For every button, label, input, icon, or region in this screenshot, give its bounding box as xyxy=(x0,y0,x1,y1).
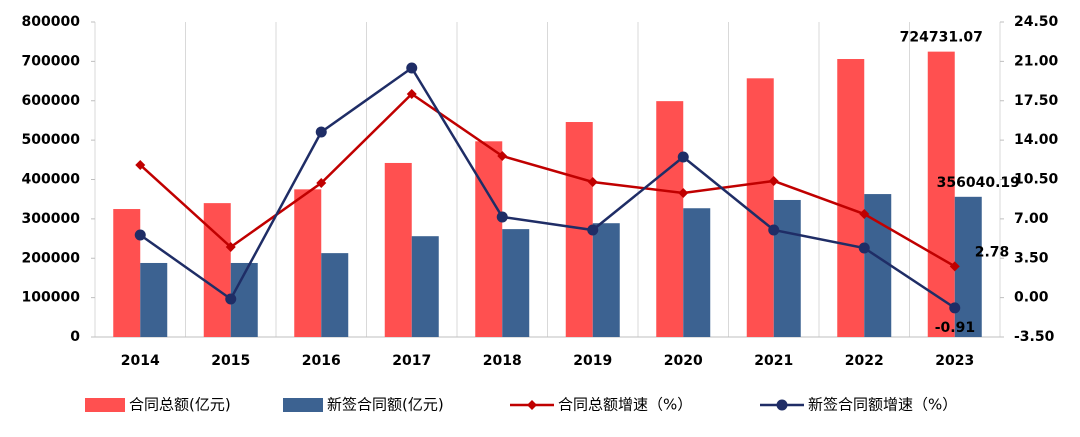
marker xyxy=(225,242,236,252)
marker xyxy=(949,261,960,272)
x-tick-label: 2017 xyxy=(392,353,431,369)
x-tick-label: 2020 xyxy=(664,353,703,369)
y2-tick-label: 7.00 xyxy=(1014,211,1049,227)
marker xyxy=(406,89,417,99)
legend-swatch xyxy=(85,398,125,412)
y-tick-label: 400000 xyxy=(22,172,81,188)
x-tick-label: 2021 xyxy=(754,353,793,369)
marker xyxy=(587,224,599,236)
x-tick-label: 2016 xyxy=(302,353,341,369)
y-tick-label: 600000 xyxy=(22,93,81,109)
bar xyxy=(502,229,530,337)
y2-tick-label: 24.50 xyxy=(1014,14,1059,30)
bar xyxy=(773,199,801,337)
marker xyxy=(406,62,418,74)
bar xyxy=(113,209,141,337)
bar xyxy=(384,162,412,337)
marker xyxy=(134,229,146,241)
marker xyxy=(949,302,961,314)
marker xyxy=(859,209,870,220)
bar xyxy=(954,196,982,337)
line xyxy=(139,66,956,309)
y2-tick-label: -3.50 xyxy=(1014,329,1055,345)
marker xyxy=(858,242,870,254)
legend-label: 新签合同额增速（%） xyxy=(808,396,957,414)
bar xyxy=(746,78,774,338)
legend-marker xyxy=(776,399,788,411)
y2-tick-label: 21.00 xyxy=(1014,53,1059,69)
legend-marker xyxy=(527,400,537,410)
y2-tick-label: 3.50 xyxy=(1014,250,1049,266)
legend-swatch xyxy=(283,398,323,412)
y-tick-label: 200000 xyxy=(22,250,81,266)
y2-tick-label: 17.50 xyxy=(1014,93,1059,109)
x-tick-label: 2014 xyxy=(121,353,160,369)
marker xyxy=(768,224,780,236)
y-tick-label: 0 xyxy=(70,329,80,345)
x-tick-label: 2019 xyxy=(573,353,612,369)
marker xyxy=(316,177,327,188)
y2-tick-label: 10.50 xyxy=(1014,172,1059,188)
x-tick-label: 2015 xyxy=(211,353,250,369)
y-tick-label: 100000 xyxy=(22,290,81,306)
y-tick-label: 300000 xyxy=(22,211,81,227)
data-label: 724731.07 xyxy=(900,30,983,46)
y-tick-label: 700000 xyxy=(22,53,81,69)
bar xyxy=(592,223,620,337)
bar xyxy=(140,262,168,337)
bar xyxy=(927,51,955,337)
bar xyxy=(294,189,322,337)
y-tick-label: 500000 xyxy=(22,132,81,148)
marker xyxy=(315,126,327,138)
bar xyxy=(837,59,865,337)
legend-label: 合同总额增速（%） xyxy=(558,396,692,414)
marker xyxy=(677,151,689,163)
bar xyxy=(475,141,503,337)
x-tick-label: 2018 xyxy=(483,353,522,369)
data-label: -0.91 xyxy=(935,320,975,336)
y-tick-label: 800000 xyxy=(22,14,81,30)
bar xyxy=(203,203,231,337)
marker xyxy=(678,188,689,198)
x-tick-label: 2023 xyxy=(935,353,974,369)
data-label: 2.78 xyxy=(975,244,1010,260)
marker xyxy=(497,150,508,161)
data-label: 356040.19 xyxy=(937,175,1020,191)
bar xyxy=(411,236,439,337)
marker xyxy=(496,211,508,223)
x-tick-label: 2022 xyxy=(845,353,884,369)
bar xyxy=(321,253,349,337)
marker xyxy=(768,175,779,186)
bar xyxy=(683,208,711,337)
marker xyxy=(225,293,237,305)
marker xyxy=(587,176,598,187)
bar xyxy=(656,101,684,337)
y2-tick-label: 14.00 xyxy=(1014,132,1059,148)
legend-label: 新签合同额(亿元) xyxy=(327,396,444,414)
y2-tick-label: 0.00 xyxy=(1014,290,1049,306)
marker xyxy=(135,159,146,170)
legend-label: 合同总额(亿元) xyxy=(129,396,231,414)
